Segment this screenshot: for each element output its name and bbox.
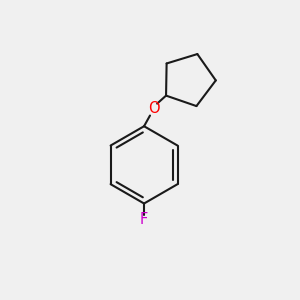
Text: F: F: [140, 212, 148, 227]
Text: O: O: [148, 101, 159, 116]
